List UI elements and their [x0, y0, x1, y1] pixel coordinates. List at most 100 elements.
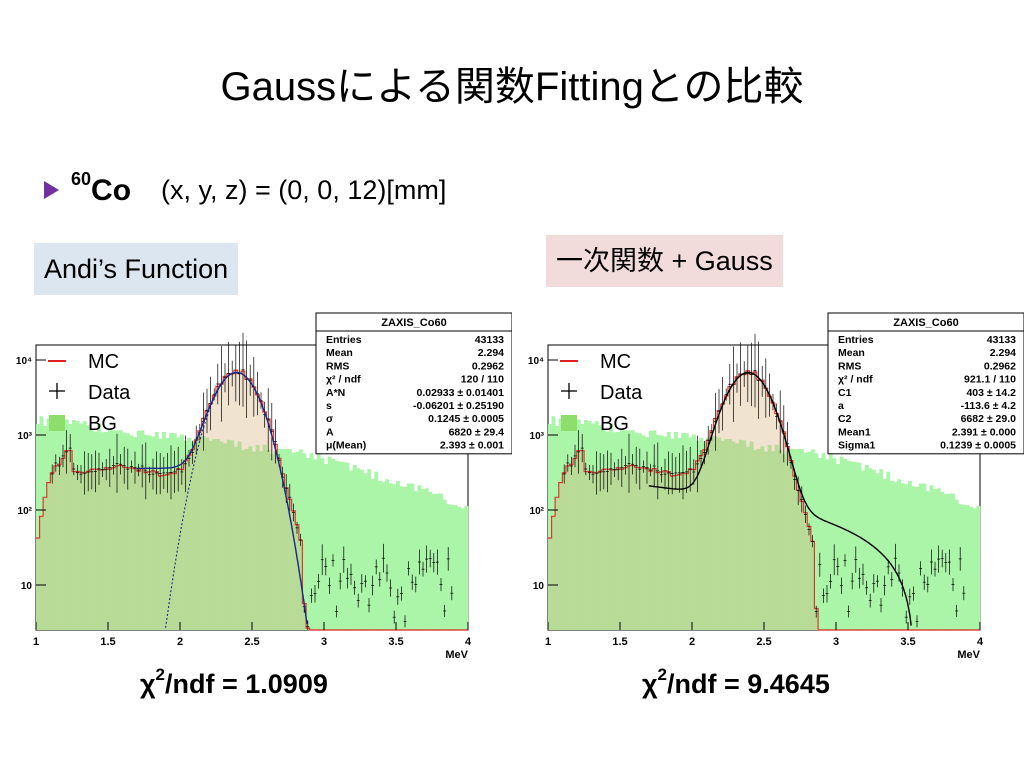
bg-bin — [190, 441, 195, 630]
bg-bin — [713, 436, 718, 630]
y-tick-label: 10⁴ — [16, 356, 32, 367]
bg-histogram — [36, 416, 469, 630]
bg-bin — [688, 437, 693, 630]
x-tick-label: 1.5 — [612, 636, 627, 648]
stats-box: ZAXIS_Co60 Entries 43133 Mean 2.294 RMS 0.2962… — [315, 312, 512, 455]
bg-bin — [172, 433, 177, 630]
bullet-triangle-icon — [44, 181, 59, 199]
bg-bin — [68, 423, 73, 630]
bg-bin — [796, 448, 801, 630]
bg-bin — [922, 483, 927, 630]
x-tick-label: 3.5 — [388, 636, 403, 648]
chi-exponent: 2 — [155, 665, 166, 684]
bg-bin — [183, 440, 188, 630]
legend-label: BG — [88, 413, 117, 435]
bg-bin — [864, 464, 869, 630]
bg-bin — [259, 451, 264, 630]
bg-bin — [904, 484, 909, 630]
axes: 1 1.5 2 2.5 3 3.5 4 10 10² 10³ 10⁴ MeV — [528, 356, 984, 661]
bg-bin — [270, 453, 274, 630]
stats-value: 921.1 / 110 — [964, 374, 1016, 386]
bg-bin — [90, 428, 94, 630]
bg-bin — [295, 451, 300, 630]
stats-key: Mean — [326, 347, 353, 359]
bg-bin — [97, 423, 102, 630]
bg-bin — [165, 438, 170, 630]
bg-bin — [897, 479, 902, 630]
right-histogram-panel: 1 1.5 2 2.5 3 3.5 4 10 10² 10³ 10⁴ MeV MC Data BG ZAXIS… — [528, 312, 1024, 661]
y-tick-label: 10⁴ — [528, 356, 544, 367]
bg-bin — [771, 451, 776, 630]
bg-bin — [72, 419, 76, 630]
bg-bin — [252, 451, 256, 630]
bg-bin — [136, 430, 141, 630]
bg-bin — [749, 441, 754, 630]
bg-bin — [385, 479, 390, 630]
bg-bin — [194, 437, 199, 630]
bg-bin — [735, 443, 740, 630]
bg-bin — [548, 424, 552, 630]
stats-value: 0.02933 ± 0.01401 — [416, 387, 504, 399]
bg-bin — [746, 446, 750, 630]
bg-bin — [205, 437, 210, 630]
source-coordinates: (x, y, z) = (0, 0, 12)[mm] — [161, 174, 447, 205]
bg-bin — [360, 469, 364, 630]
stats-value: 0.1239 ± 0.0005 — [940, 440, 1016, 452]
bg-bin — [64, 419, 69, 630]
bg-bin — [666, 431, 671, 630]
bg-bin — [692, 434, 696, 630]
bg-bin — [457, 506, 462, 630]
bg-bin — [800, 448, 804, 630]
bg-bin — [890, 480, 894, 630]
data-points — [562, 333, 966, 628]
bg-bin — [198, 436, 202, 630]
bg-bin — [79, 423, 84, 630]
x-tick-label: 3.5 — [900, 636, 915, 648]
stats-value: -0.06201 ± 0.25190 — [413, 400, 504, 412]
bg-bin — [764, 451, 768, 630]
bg-bin — [774, 444, 779, 630]
bg-bin — [82, 421, 87, 630]
bg-bin — [104, 432, 109, 630]
bg-bin — [291, 452, 296, 630]
bg-bin — [594, 421, 599, 630]
bg-bin — [237, 441, 242, 630]
bg-bin — [616, 432, 621, 630]
bg-bin — [854, 462, 858, 630]
bg-bin — [778, 449, 783, 630]
bg-bin — [702, 441, 707, 630]
legend: MC Data BG — [560, 351, 643, 435]
bg-bin — [756, 448, 761, 630]
bg-bin — [356, 468, 361, 630]
stats-key: C2 — [838, 413, 852, 425]
bg-bin — [792, 449, 797, 630]
bg-bin — [663, 436, 668, 630]
mc-histogram — [548, 370, 980, 631]
stats-title: ZAXIS_Co60 — [381, 317, 446, 329]
bg-bin — [306, 457, 310, 630]
stats-key: χ² / ndf — [326, 374, 361, 386]
left-chi2-result: χ2/ndf = 1.0909 — [140, 665, 328, 700]
stats-key: Entries — [838, 334, 874, 346]
bg-bin — [309, 453, 314, 630]
stats-title: ZAXIS_Co60 — [893, 317, 958, 329]
x-tick-label: 3 — [833, 636, 839, 648]
isotope-symbol: Co — [91, 173, 132, 207]
bg-bin — [201, 436, 206, 630]
axes: 1 1.5 2 2.5 3 3.5 4 10 10² 10³ 10⁴ MeV — [16, 356, 472, 661]
bg-bin — [100, 432, 105, 630]
bg-bin — [248, 446, 253, 630]
stats-key: a — [838, 400, 844, 412]
bg-bin — [75, 420, 80, 630]
bg-bin — [911, 486, 916, 630]
bg-bin — [327, 456, 332, 630]
bg-bin — [695, 440, 700, 630]
bg-bin — [789, 448, 794, 630]
bg-bin — [962, 504, 966, 630]
bg-bin — [219, 441, 224, 630]
legend-label: Data — [600, 382, 643, 404]
bg-bin — [316, 454, 321, 630]
bg-bin — [277, 448, 282, 630]
bg-bin — [900, 483, 905, 630]
bg-bin — [403, 486, 408, 630]
